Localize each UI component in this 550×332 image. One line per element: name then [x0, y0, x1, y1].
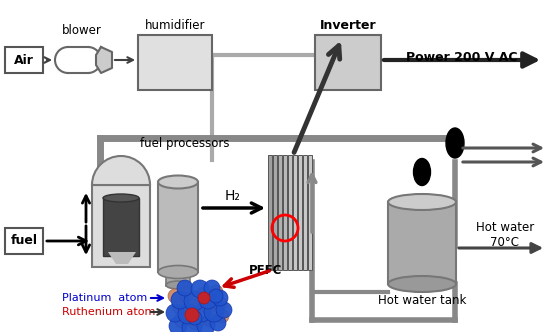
Circle shape — [166, 304, 184, 322]
Text: fuel: fuel — [10, 234, 37, 247]
Polygon shape — [92, 185, 150, 267]
Circle shape — [75, 47, 101, 73]
Polygon shape — [273, 155, 277, 270]
Polygon shape — [303, 155, 307, 270]
Circle shape — [184, 291, 204, 311]
Text: Ruthenium atom: Ruthenium atom — [62, 307, 156, 317]
Circle shape — [215, 309, 229, 323]
Polygon shape — [293, 155, 297, 270]
Text: Hot water
70°C: Hot water 70°C — [476, 221, 534, 249]
Text: Air: Air — [14, 53, 34, 66]
Circle shape — [197, 295, 211, 309]
Circle shape — [210, 315, 226, 331]
Wedge shape — [92, 156, 150, 185]
Ellipse shape — [158, 176, 198, 189]
Text: Platinum  atom: Platinum atom — [62, 293, 147, 303]
Circle shape — [209, 289, 223, 303]
Circle shape — [199, 291, 217, 309]
Ellipse shape — [446, 128, 464, 158]
Text: Power 200 V AC: Power 200 V AC — [406, 50, 518, 63]
Circle shape — [203, 313, 217, 327]
Circle shape — [174, 312, 190, 328]
Circle shape — [191, 280, 209, 298]
Text: H₂: H₂ — [225, 189, 241, 203]
Circle shape — [197, 317, 215, 332]
Circle shape — [204, 302, 224, 322]
Text: fuel processors: fuel processors — [140, 136, 230, 149]
Polygon shape — [5, 47, 43, 73]
Polygon shape — [388, 202, 456, 284]
Text: Hot water tank: Hot water tank — [378, 293, 466, 306]
Circle shape — [182, 318, 202, 332]
Circle shape — [183, 304, 197, 318]
Circle shape — [55, 47, 81, 73]
Polygon shape — [308, 155, 312, 270]
Polygon shape — [158, 182, 198, 272]
Circle shape — [169, 317, 187, 332]
Ellipse shape — [103, 194, 139, 202]
Polygon shape — [108, 252, 136, 264]
Polygon shape — [283, 155, 287, 270]
Ellipse shape — [388, 194, 456, 210]
Circle shape — [188, 314, 204, 330]
Circle shape — [196, 287, 212, 303]
Text: blower: blower — [62, 24, 102, 37]
Polygon shape — [315, 35, 381, 90]
Circle shape — [198, 292, 210, 304]
Ellipse shape — [158, 266, 198, 279]
Ellipse shape — [414, 158, 431, 186]
Polygon shape — [166, 272, 190, 286]
Polygon shape — [103, 198, 139, 256]
Ellipse shape — [388, 276, 456, 292]
Polygon shape — [68, 48, 88, 72]
Circle shape — [172, 298, 188, 314]
Circle shape — [193, 304, 211, 322]
Polygon shape — [138, 35, 212, 90]
Circle shape — [185, 308, 199, 322]
Circle shape — [212, 290, 228, 306]
Circle shape — [188, 311, 202, 325]
Circle shape — [178, 286, 194, 302]
Polygon shape — [96, 47, 112, 73]
Text: humidifier: humidifier — [145, 19, 205, 32]
Polygon shape — [5, 228, 43, 254]
Polygon shape — [268, 155, 272, 270]
Circle shape — [171, 291, 189, 309]
Circle shape — [209, 285, 223, 299]
Text: PEFC: PEFC — [249, 264, 283, 277]
Text: Inverter: Inverter — [320, 19, 376, 32]
Polygon shape — [288, 155, 292, 270]
Circle shape — [168, 289, 182, 303]
Circle shape — [216, 302, 232, 318]
Circle shape — [177, 280, 193, 296]
Circle shape — [178, 304, 198, 324]
Circle shape — [204, 280, 220, 296]
Polygon shape — [298, 155, 302, 270]
Circle shape — [200, 298, 216, 314]
Polygon shape — [278, 155, 282, 270]
Circle shape — [213, 297, 227, 311]
Ellipse shape — [166, 281, 190, 289]
Circle shape — [186, 299, 202, 315]
